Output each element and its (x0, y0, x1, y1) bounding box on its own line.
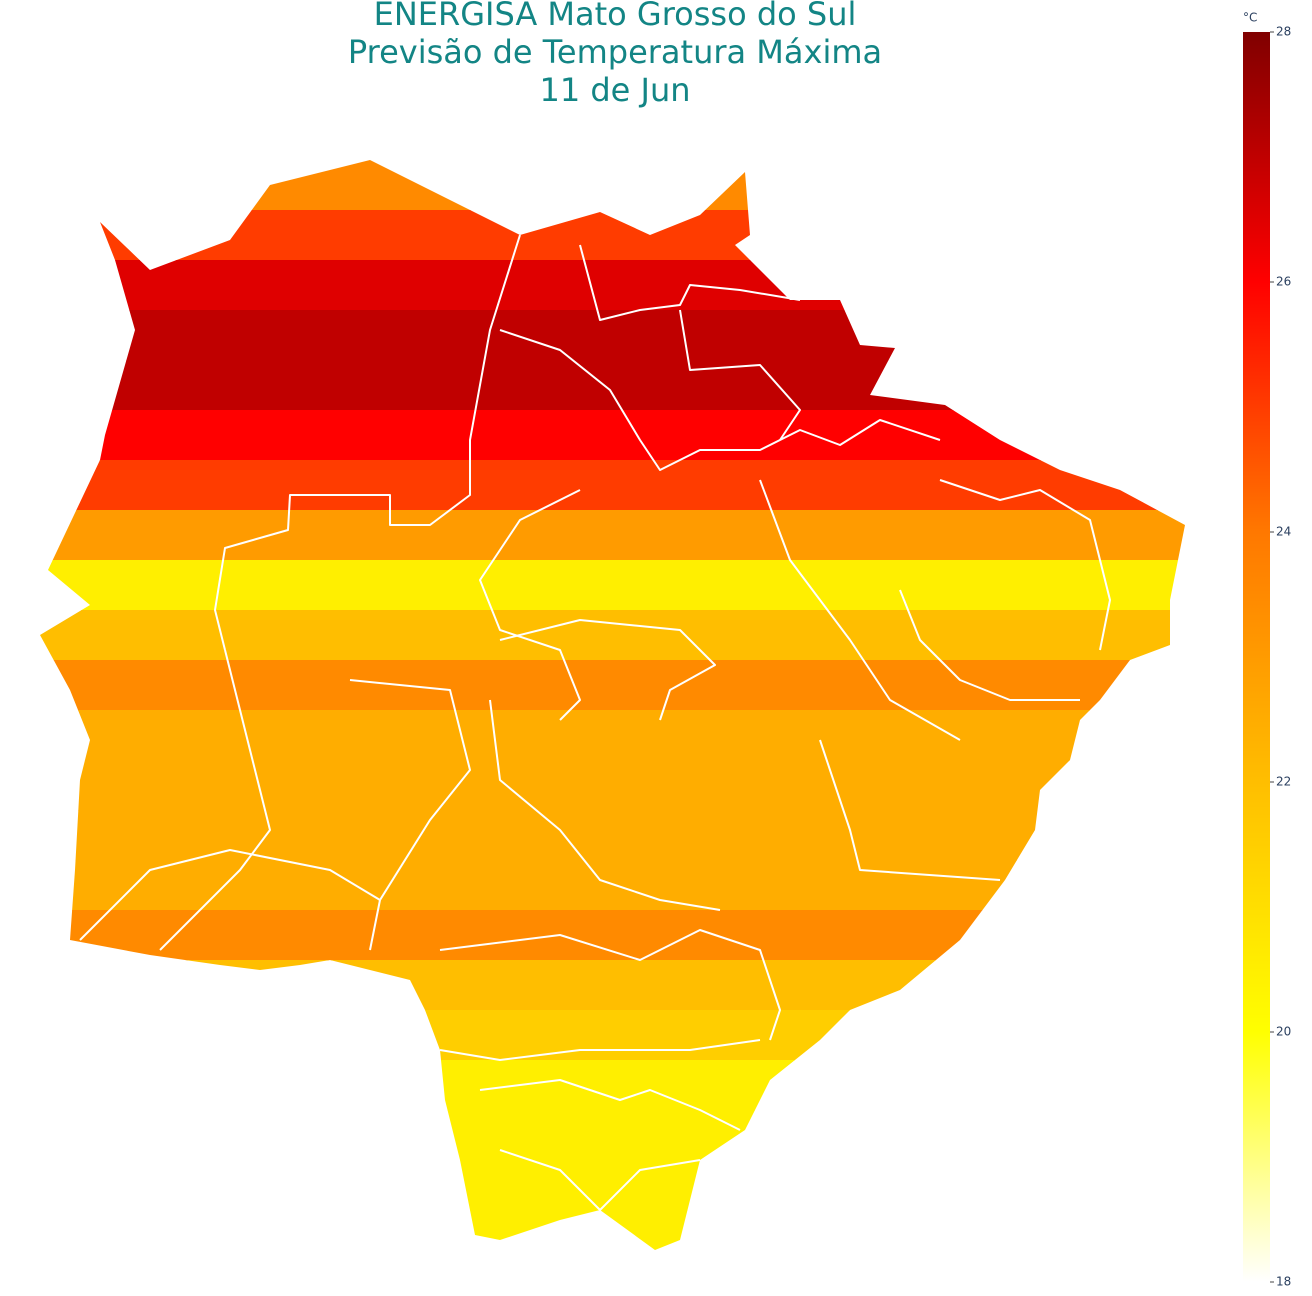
temperature-band (40, 810, 1185, 861)
temperature-band (40, 210, 1185, 261)
municipal-borders (79, 234, 1111, 1211)
title-line: Previsão de Temperatura Máxima (348, 33, 882, 71)
temperature-band (40, 1160, 1185, 1211)
colorbar-tick-label: 18 (1276, 1275, 1291, 1289)
temperature-band (40, 360, 1185, 411)
temperature-band (40, 260, 1185, 311)
title-line: 11 de Jun (539, 71, 690, 109)
colorbar-tick-label: 22 (1276, 775, 1291, 789)
colorbar-tick-label: 24 (1276, 525, 1291, 539)
temperature-band (40, 560, 1185, 611)
colorbar-tick-label: 20 (1276, 1025, 1291, 1039)
temperature-band (40, 710, 1185, 761)
temperature-band (40, 1060, 1185, 1111)
temperature-band (40, 410, 1185, 461)
temperature-band (40, 960, 1185, 1011)
temperature-band (40, 1210, 1185, 1250)
temperature-band (40, 1010, 1185, 1061)
temperature-band (40, 610, 1185, 661)
temperature-band (40, 460, 1185, 511)
temperature-band (40, 1110, 1185, 1161)
colorbar-tick-label: 26 (1276, 275, 1291, 289)
temperature-band (40, 660, 1185, 711)
temperature-field (40, 160, 1185, 1250)
title-line: ENERGISA Mato Grosso do Sul (374, 0, 857, 33)
colorbar (1243, 32, 1270, 1282)
colorbar-tick-label: 28 (1276, 25, 1291, 39)
temperature-band (40, 310, 1185, 361)
temperature-band (40, 160, 1185, 211)
colorbar-title: °C (1243, 11, 1257, 25)
temperature-band (40, 760, 1185, 811)
temperature-band (40, 510, 1185, 561)
